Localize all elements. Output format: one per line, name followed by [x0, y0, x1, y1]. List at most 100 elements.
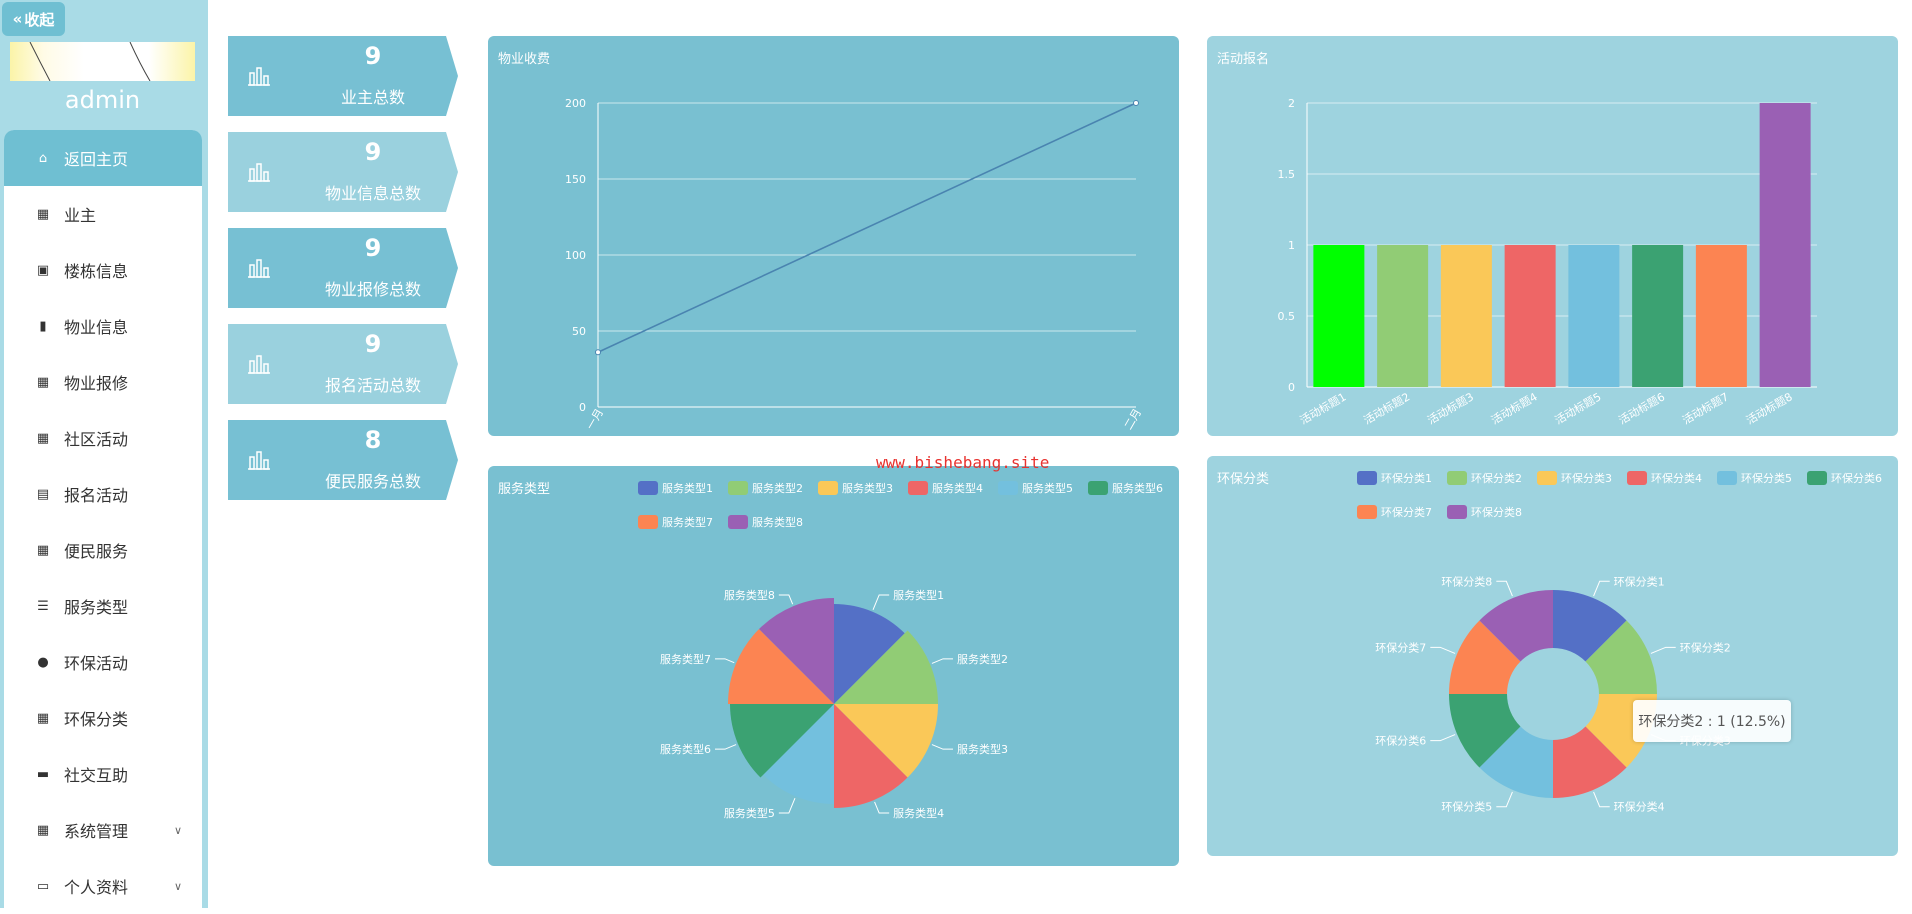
legend-swatch [1357, 471, 1377, 485]
x-tick-label: 活动标题7 [1680, 389, 1731, 427]
menu-item-property-info[interactable]: ▮ 物业信息 [4, 298, 202, 354]
avatar-illustration [29, 42, 151, 81]
bar-chart-icon [248, 355, 270, 374]
pie-slice [728, 629, 834, 704]
menu-item-home[interactable]: ⌂ 返回主页 [4, 130, 202, 186]
menu-item-social[interactable]: ▬ 社交互助 [4, 746, 202, 802]
slice-label: 环保分类2 [1680, 640, 1731, 654]
legend-item[interactable]: 服务类型5 [998, 480, 1073, 496]
legend-label: 环保分类7 [1381, 506, 1432, 519]
bar [1504, 245, 1556, 387]
legend-item[interactable]: 服务类型2 [728, 480, 803, 496]
bar [1377, 245, 1429, 387]
legend-swatch [1537, 471, 1557, 485]
legend-item[interactable]: 环保分类2 [1447, 470, 1522, 486]
data-point [595, 349, 601, 356]
slice-label: 环保分类7 [1375, 640, 1426, 654]
menu-item-signup[interactable]: ▤ 报名活动 [4, 466, 202, 522]
menu-item-label: 环保活动 [64, 654, 129, 673]
bar [1313, 245, 1365, 387]
legend-item[interactable]: 环保分类3 [1537, 470, 1612, 486]
pie-slice [1479, 726, 1553, 798]
menu-item-repair[interactable]: ▦ 物业报修 [4, 354, 202, 410]
label-leader [931, 744, 954, 750]
menu-item-convenience[interactable]: ▦ 便民服务 [4, 522, 202, 578]
label-leader [778, 594, 794, 605]
legend-swatch [638, 515, 658, 529]
legend-item[interactable]: 服务类型1 [638, 480, 713, 496]
donut-chart-panel: 环保分类 环保分类1 环保分类2 环保分类3 环保分类4 环保分类5 环保分类6 环保分类7… [1207, 456, 1898, 856]
legend-item[interactable]: 服务类型4 [908, 480, 983, 496]
menu-item-label: 社区活动 [64, 430, 129, 449]
menu-item-eco-activity[interactable]: ● 环保活动 [4, 634, 202, 690]
label-leader [874, 801, 890, 814]
grid-icon: ▦ [36, 710, 50, 726]
legend-item[interactable]: 服务类型8 [728, 514, 803, 530]
pie-slice [730, 704, 834, 778]
grid-icon: ▦ [36, 206, 50, 222]
legend-label: 环保分类4 [1651, 472, 1702, 485]
legend-item[interactable]: 环保分类5 [1717, 470, 1792, 486]
legend-item[interactable]: 环保分类4 [1627, 470, 1702, 486]
bar [1568, 245, 1620, 387]
stat-card-property-info[interactable]: 9 物业信息总数 [228, 132, 458, 212]
menu-item-label: 物业信息 [64, 318, 129, 337]
collapse-button[interactable]: « 收起 [2, 2, 65, 36]
x-tick-label: 一月 [584, 406, 606, 432]
legend-item[interactable]: 服务类型6 [1088, 480, 1163, 496]
line-chart: 0 50 100 150 200 一月 二月 [565, 97, 1144, 432]
stat-card-services[interactable]: 8 便民服务总数 [228, 420, 458, 500]
legend-item[interactable]: 环保分类8 [1447, 504, 1522, 520]
menu-item-label: 环保分类 [64, 710, 129, 729]
x-tick-label: 活动标题8 [1743, 389, 1794, 427]
menu-item-label: 业主 [64, 206, 97, 225]
menu-item-eco-category[interactable]: ▦ 环保分类 [4, 690, 202, 746]
pie-slice [834, 704, 908, 808]
bar-chart: 0 0.5 1 1.5 2 活动标题1 活动标题2 活动标题3 活动标题4 活动标题5 活动标题6 活… [1278, 97, 1817, 427]
stat-value: 9 [364, 138, 382, 166]
bar [1440, 245, 1492, 387]
menu-item-community-activity[interactable]: ▦ 社区活动 [4, 410, 202, 466]
stat-card-repairs[interactable]: 9 物业报修总数 [228, 228, 458, 308]
legend-swatch [1357, 505, 1377, 519]
menu-item-label: 楼栋信息 [64, 262, 129, 281]
stat-card-signups[interactable]: 9 报名活动总数 [228, 324, 458, 404]
legend-label: 环保分类6 [1831, 472, 1882, 485]
legend-item[interactable]: 环保分类1 [1357, 470, 1432, 486]
legend-swatch [818, 481, 838, 495]
legend-swatch [1088, 481, 1108, 495]
menu-item-owner[interactable]: ▦ 业主 [4, 186, 202, 242]
pie-chart: 服务类型1 服务类型2 服务类型3 服务类型4 服务类型5 服务类型6 服务类型7 服务类型8 [660, 588, 1008, 820]
clipboard-icon: ▤ [36, 486, 50, 502]
menu-item-building[interactable]: ▣ 楼栋信息 [4, 242, 202, 298]
legend-item[interactable]: 服务类型7 [638, 514, 713, 530]
stat-card-owners[interactable]: 9 业主总数 [228, 36, 458, 116]
chevron-down-icon: ∨ [173, 879, 182, 893]
legend-item[interactable]: 环保分类7 [1357, 504, 1432, 520]
chart-title: 活动报名 [1217, 52, 1270, 67]
legend-item[interactable]: 服务类型3 [818, 480, 893, 496]
menu-item-service-type[interactable]: ☰ 服务类型 [4, 578, 202, 634]
pie-slice [834, 604, 905, 704]
stat-value: 9 [364, 42, 382, 70]
slice-label: 环保分类4 [1614, 800, 1665, 814]
legend-item[interactable]: 环保分类6 [1807, 470, 1882, 486]
legend-swatch [1807, 471, 1827, 485]
message-icon: ▬ [36, 766, 50, 782]
grid-icon: ▦ [36, 374, 50, 390]
menu-item-label: 便民服务 [64, 542, 129, 561]
label-leader [1430, 734, 1456, 742]
x-tick-label: 活动标题1 [1297, 389, 1348, 427]
x-tick-label: 二月 [1122, 406, 1144, 432]
slice-label: 服务类型6 [660, 742, 711, 756]
card-icon: ▭ [36, 878, 50, 894]
legend-swatch [908, 481, 928, 495]
menu-item-system[interactable]: ▦ 系统管理 ∨ [4, 802, 202, 858]
y-tick-label: 0.5 [1278, 310, 1296, 323]
pie-slice [1449, 694, 1521, 768]
y-tick-label: 1 [1288, 239, 1295, 252]
y-tick-label: 100 [565, 249, 586, 262]
menu-item-profile[interactable]: ▭ 个人资料 ∨ [4, 858, 202, 914]
chart-title: 物业收费 [498, 52, 551, 67]
pie-slice [834, 630, 938, 704]
